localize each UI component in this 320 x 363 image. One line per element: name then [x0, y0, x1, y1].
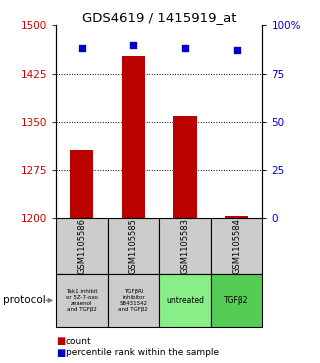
- Bar: [108, 274, 159, 327]
- Text: ■: ■: [56, 336, 65, 346]
- Point: [79, 46, 84, 52]
- Text: GSM1105585: GSM1105585: [129, 218, 138, 274]
- Bar: [108, 218, 159, 274]
- Text: percentile rank within the sample: percentile rank within the sample: [66, 348, 219, 357]
- Bar: [56, 218, 108, 274]
- Text: GSM1105584: GSM1105584: [232, 218, 241, 274]
- Bar: [211, 218, 262, 274]
- Bar: [56, 274, 108, 327]
- Text: ■: ■: [56, 348, 65, 358]
- Text: count: count: [66, 337, 91, 346]
- Text: untreated: untreated: [166, 296, 204, 305]
- Bar: [122, 56, 145, 218]
- Point: [131, 42, 136, 48]
- Bar: [225, 216, 248, 218]
- Point: [182, 46, 188, 52]
- Bar: [211, 274, 262, 327]
- Text: GSM1105583: GSM1105583: [180, 218, 189, 274]
- Point: [234, 48, 239, 53]
- Bar: [159, 218, 211, 274]
- Text: protocol: protocol: [3, 295, 46, 305]
- Bar: [70, 150, 93, 218]
- Text: TGFβRI
inhibitor
SB431542
and TGFβ2: TGFβRI inhibitor SB431542 and TGFβ2: [118, 289, 148, 311]
- Title: GDS4619 / 1415919_at: GDS4619 / 1415919_at: [82, 11, 236, 24]
- Text: TGFβ2: TGFβ2: [224, 296, 249, 305]
- Text: Tak1 inhibit
or 5Z-7-oxo
zeaenol
and TGFβ2: Tak1 inhibit or 5Z-7-oxo zeaenol and TGF…: [66, 289, 98, 311]
- Bar: [159, 274, 211, 327]
- Bar: [173, 117, 196, 218]
- Text: GSM1105586: GSM1105586: [77, 218, 86, 274]
